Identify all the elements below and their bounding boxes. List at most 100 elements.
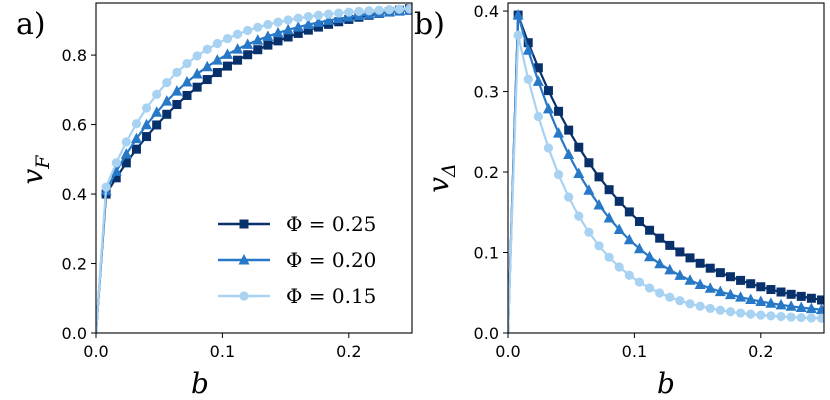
panel-a-series-2-point-24: [334, 8, 344, 18]
panel-b-series-1-point-12: [623, 233, 635, 245]
panel-a-y-tick-label-1: 0.2: [62, 255, 87, 274]
legend-marker-1: [238, 254, 250, 265]
panel-a-series-0-point-9: [182, 90, 192, 100]
panel-a-x-label: b: [191, 367, 209, 400]
panel-a-series-0-point-4: [131, 144, 141, 154]
panel-b-series-2-point-8: [584, 227, 594, 237]
panel-a-series-2-point-21: [303, 12, 313, 22]
panel-b-series-2-point-2: [523, 74, 533, 84]
panel-b-y-tick-label-3: 0.3: [474, 83, 499, 102]
panel-a-y-tick-label-3: 0.6: [62, 116, 87, 135]
panel-b: b) 0.0 0.1 0.2 0.0 0.1 0.2 0.3 0.4 b vΔ: [414, 2, 830, 400]
panel-a-series-0-point-10: [192, 82, 202, 92]
panel-a-series-1-point-23: [323, 14, 335, 25]
panel-a-series-0-point-16: [253, 45, 263, 55]
panel-a-y-label: vF: [16, 155, 54, 185]
panel-b-series-1-point-5: [553, 127, 565, 138]
panel-b-series-0-point-19: [695, 258, 705, 268]
panel-a-series-2-point-13: [222, 33, 233, 44]
panel-b-series-2-point-30: [806, 313, 816, 323]
panel-a-series-2-point-28: [374, 5, 384, 15]
panel-b-series-2-point-3: [533, 111, 543, 122]
panel-a-frame: [95, 2, 413, 334]
panel-b-series-2-point-25: [756, 310, 766, 320]
panel-a-series-0-point-13: [222, 61, 232, 71]
panel-a-series-2-point-18: [273, 17, 283, 27]
panel-a-series-1-point-4: [130, 132, 142, 144]
panel-b-series-2-point-13: [634, 277, 645, 287]
panel-a-series-1-point-24: [333, 12, 345, 24]
panel-b-series-0-point-11: [614, 196, 624, 206]
panel-a-axes: 0.0 0.1 0.2 0.0 0.2 0.4 0.6 0.8: [62, 2, 413, 361]
panel-b-series-2-point-4: [543, 143, 554, 153]
panel-a-series-2-point-30: [394, 4, 404, 14]
panel-b-y-tick-label-0: 0.0: [474, 324, 499, 343]
panel-b-series-0-point-2: [523, 38, 533, 48]
panel-a-series-2: [96, 4, 412, 333]
panel-a-series-1-point-3: [120, 148, 132, 159]
panel-a-series-1-point-22: [312, 16, 324, 27]
panel-b-series-0-point-5: [554, 106, 564, 116]
panel-a-series-2-point-23: [323, 9, 334, 19]
panel-b-x-tick-label-0: 0.0: [495, 342, 520, 361]
panel-a: a) 0.0 0.1 0.2 0.0 0.2 0.4 0.6 0.8 b vF Φ = 0.2…: [16, 2, 413, 400]
panel-a-series-2-point-2: [111, 158, 121, 168]
panel-b-series-2-point-26: [766, 311, 776, 321]
panel-b-series-2-point-12: [624, 270, 634, 280]
legend-marker-2: [239, 291, 249, 301]
panel-b-series-0-point-27: [776, 287, 786, 297]
panel-a-series-2-point-15: [243, 25, 253, 36]
legend-label-2: Φ = 0.15: [286, 284, 376, 308]
panel-a-series-0-point-3: [121, 158, 131, 168]
panel-a-series-2-point-25: [344, 7, 354, 17]
panel-a-series-2-point-11: [202, 44, 212, 54]
panel-a-x-tick-label-0: 0.0: [83, 342, 108, 361]
panel-b-series-2-point-23: [735, 308, 746, 318]
panel-b-x-tick-label-2: 0.2: [748, 342, 773, 361]
panel-a-series-2-point-20: [293, 13, 303, 23]
panel-b-series-2: [508, 30, 824, 333]
panel-b-series-0-point-29: [796, 291, 806, 301]
panel-a-series-1-point-10: [191, 67, 203, 79]
panel-b-series-0-point-12: [624, 207, 634, 217]
panel-a-series-0-point-2: [111, 173, 121, 183]
panel-b-plot-area: [508, 9, 830, 333]
panel-b-y-tick-label-2: 0.2: [474, 163, 499, 182]
panel-a-series-1-point-7: [161, 95, 173, 106]
panel-b-series-0-point-4: [543, 86, 553, 96]
panel-a-series-1-point-18: [272, 26, 284, 38]
panel-a-series-1-point-2: [110, 165, 122, 176]
panel-b-series-2-point-5: [553, 170, 564, 180]
panel-b-series-0-point-24: [746, 279, 756, 289]
panel-a-label: a): [16, 7, 46, 42]
panel-b-series-1-point-26: [765, 297, 777, 308]
panel-a-series-group: [96, 4, 412, 333]
panel-a-series-1-point-21: [302, 18, 314, 30]
panel-b-series-0-point-22: [725, 272, 735, 282]
panel-a-series-2-point-22: [313, 10, 324, 20]
panel-b-series-1-point-21: [714, 285, 726, 297]
panel-b-series-2-point-10: [604, 252, 614, 262]
panel-a-series-2-point-19: [283, 15, 293, 25]
panel-b-series-2-point-9: [594, 241, 604, 251]
legend-label-1: Φ = 0.20: [286, 248, 376, 272]
panel-b-series-1-point-32: [826, 304, 830, 315]
panel-a-y-tick-label-0: 0.0: [62, 324, 87, 343]
panel-b-series-0-point-23: [736, 275, 746, 285]
panel-b-series-1-point-28: [785, 300, 797, 311]
panel-b-series-2-point-11: [614, 262, 624, 272]
panel-b-series-0-point-30: [806, 293, 816, 303]
panel-a-series-2-point-3: [121, 137, 131, 147]
panel-b-series-1-point-30: [805, 302, 817, 314]
panel-a-series-2-point-17: [263, 19, 273, 30]
panel-a-series-0-point-22: [313, 22, 323, 32]
panel-b-series-2-point-7: [574, 211, 584, 221]
panel-a-series-0-point-11: [202, 75, 212, 85]
panel-a-series-0-point-5: [142, 132, 152, 142]
panel-b-series-1-point-27: [775, 298, 787, 310]
panel-b-series-0-point-3: [533, 63, 543, 73]
panel-b-frame: [507, 2, 825, 334]
panel-a-series-2-point-9: [182, 58, 192, 69]
legend-marker-0: [239, 219, 249, 229]
panel-b-axes: 0.0 0.1 0.2 0.0 0.1 0.2 0.3 0.4: [474, 2, 825, 361]
